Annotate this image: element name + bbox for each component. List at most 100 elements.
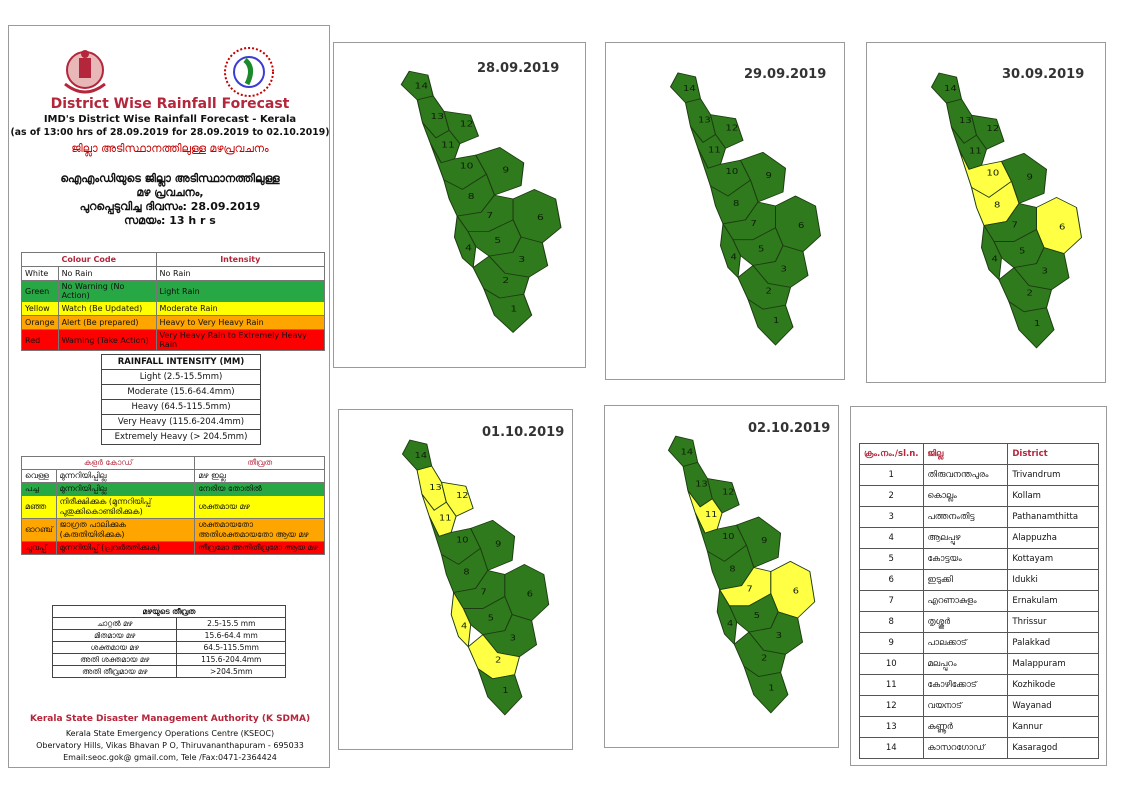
district-number: 10 [859, 653, 924, 675]
footer-address: Obervatory Hills, Vikas Bhavan P O, Thir… [36, 741, 304, 750]
kerala-district-map: 14 13 12 11 10 9 8 7 6 5 4 3 2 1 [400, 70, 562, 333]
ml-intensity-row: അതി ശക്തമായ മഴ 115.6-204.4mm [51, 653, 286, 666]
district-row: 7 എറണാകുളം Ernakulam [859, 590, 1099, 612]
ml-intensity-label: മിതമായ മഴ [51, 629, 178, 642]
district-number-label: 1 [510, 305, 517, 314]
district-number: 4 [859, 527, 924, 549]
rainfall-intensity-table: RAINFALL INTENSITY (MM) Light (2.5-15.5m… [101, 354, 261, 445]
district-number-label: 5 [1019, 247, 1025, 256]
malayalam-issue-line: ഐഎംഡിയുടെ ജില്ലാ അടിസ്ഥാനത്തിലുള്ള [60, 172, 280, 185]
district-number: 7 [859, 590, 924, 612]
district-number-label: 1 [768, 684, 774, 693]
district-number-label: 10 [722, 533, 735, 542]
district-number-label: 12 [722, 488, 734, 497]
district-number-label: 3 [510, 634, 516, 643]
ml-colour-name: ഓറഞ്ച് [21, 518, 57, 542]
district-number-label: 4 [727, 620, 734, 629]
colour-meaning: Watch (Be Updated) [57, 301, 157, 316]
district-number-label: 2 [502, 276, 509, 285]
district-name: Trivandrum [1007, 464, 1099, 486]
colour-intensity: Moderate Rain [155, 301, 326, 316]
ml-colour-name: ചുവപ്പ് [21, 541, 57, 555]
district-number-label: 1 [502, 687, 508, 696]
district-number: 13 [859, 716, 924, 738]
district-number: 9 [859, 632, 924, 654]
district-name: Kannur [1007, 716, 1099, 738]
colour-name: Red [21, 329, 59, 351]
district-number-label: 13 [695, 480, 707, 489]
district-name: Palakkad [1007, 632, 1099, 654]
district-row: 14 കാസറഗോഡ് Kasaragod [859, 737, 1099, 759]
ml-colour-intensity: നേരിയ തോതിൽ [194, 482, 325, 496]
intensity-range: Heavy (64.5-115.5mm) [101, 399, 261, 415]
district-number-label: 13 [698, 116, 711, 125]
intensity-row: Heavy (64.5-115.5mm) [101, 399, 261, 415]
district-number-label: 8 [733, 200, 740, 209]
colour-code-table: Colour Code Intensity White No Rain No Rai… [21, 252, 326, 351]
district-number-label: 4 [461, 622, 468, 631]
district-number-label: 8 [994, 201, 1001, 210]
district-number-label: 10 [987, 169, 1000, 178]
ml-colour-meaning: മുന്നറിയിപ്പില്ല [55, 469, 196, 483]
district-name: Ernakulam [1007, 590, 1099, 612]
district-row: 10 മലപ്പുറം Malappuram [859, 653, 1099, 675]
map-date: 02.10.2019 [748, 421, 831, 436]
forecast-map-day2: 14 13 12 11 10 9 8 7 6 5 4 3 2 1 29.09.2019 [605, 42, 845, 380]
district-region [743, 665, 789, 714]
district-row: 3 പത്തനംതിട്ട Pathanamthitta [859, 506, 1099, 528]
district-number: 3 [859, 506, 924, 528]
district-region [440, 481, 474, 517]
ml-intensity-label: ശക്തമായ മഴ [51, 641, 178, 654]
ml-intensity-range: 115.6-204.4mm [176, 653, 286, 666]
district-number: 6 [859, 569, 924, 591]
district-number-label: 3 [1042, 267, 1049, 276]
ml-intensity-row: ശക്തമായ മഴ 64.5-115.5mm [51, 641, 286, 654]
district-number-label: 6 [537, 213, 544, 222]
ml-intensity-row: മിതമായ മഴ 15.6-64.4 mm [51, 629, 286, 642]
district-ml-name: കണ്ണൂർ [922, 716, 1009, 738]
district-number-label: 3 [781, 265, 788, 274]
intensity-row: Extremely Heavy (> 204.5mm) [101, 429, 261, 445]
district-number: 5 [859, 548, 924, 570]
colour-row: Yellow Watch (Be Updated) Moderate Rain [21, 301, 326, 316]
district-number-label: 8 [729, 565, 736, 574]
colour-meaning: No Warning (No Action) [57, 280, 157, 302]
district-number-label: 14 [415, 82, 429, 91]
ml-intensity-header: തീവ്രത [194, 456, 325, 470]
district-number-label: 13 [431, 112, 445, 121]
colour-meaning: Warning (Take Action) [57, 329, 157, 351]
district-number-label: 4 [731, 253, 738, 262]
district-ml-name: കാസറഗോഡ് [922, 737, 1009, 759]
ml-intensity-range: 2.5-15.5 mm [176, 617, 286, 630]
district-number-label: 7 [751, 220, 757, 229]
intensity-range: Light (2.5-15.5mm) [101, 369, 261, 385]
district-number-label: 3 [518, 255, 525, 264]
district-ml-name: കോട്ടയം [922, 548, 1009, 570]
district-name: Kozhikode [1007, 674, 1099, 696]
district-name: Alappuzha [1007, 527, 1099, 549]
malayalam-issue-time: സമയം: 13 h r s [124, 214, 216, 227]
district-number: 8 [859, 611, 924, 633]
colour-intensity: Very Heavy Rain to Extremely Heavy Rain [155, 329, 326, 351]
district-number-label: 5 [754, 612, 760, 621]
district-ml-name: വയനാട് [922, 695, 1009, 717]
district-row: 8 തൃശ്ശൂർ Thrissur [859, 611, 1099, 633]
map-date: 28.09.2019 [477, 61, 560, 76]
district-index-table: ക്രം.നം./sl.n. ജില്ല District 1 തിരുവനന്ത… [859, 443, 1099, 759]
ml-colour-row: വെള്ള മുന്നറിയിപ്പില്ല മഴ ഇല്ല [21, 469, 325, 483]
district-number-label: 6 [1059, 223, 1066, 232]
ml-colour-intensity: മഴ ഇല്ല [194, 469, 325, 483]
footer-contact: Email:seoc.gok@ gmail.com, Tele /Fax:047… [63, 753, 277, 762]
district-number-label: 13 [959, 117, 972, 126]
intensity-row: Light (2.5-15.5mm) [101, 369, 261, 385]
district-ml-name: മലപ്പുറം [922, 653, 1009, 675]
district-number-label: 12 [987, 125, 1000, 134]
district-header: District [1007, 443, 1099, 465]
district-name: Pathanamthitta [1007, 506, 1099, 528]
forecast-subtitle: IMD's District Wise Rainfall Forecast - … [43, 114, 297, 125]
colour-row: Orange Alert (Be prepared) Heavy to Very H… [21, 315, 326, 330]
rainfall-intensity-header: RAINFALL INTENSITY (MM) [101, 354, 261, 370]
district-region [706, 478, 740, 514]
malayalam-issue-date: പുറപ്പെടുവിച്ച ദിവസം: 28.09.2019 [79, 200, 261, 213]
district-row: 9 പാലക്കാട് Palakkad [859, 632, 1099, 654]
